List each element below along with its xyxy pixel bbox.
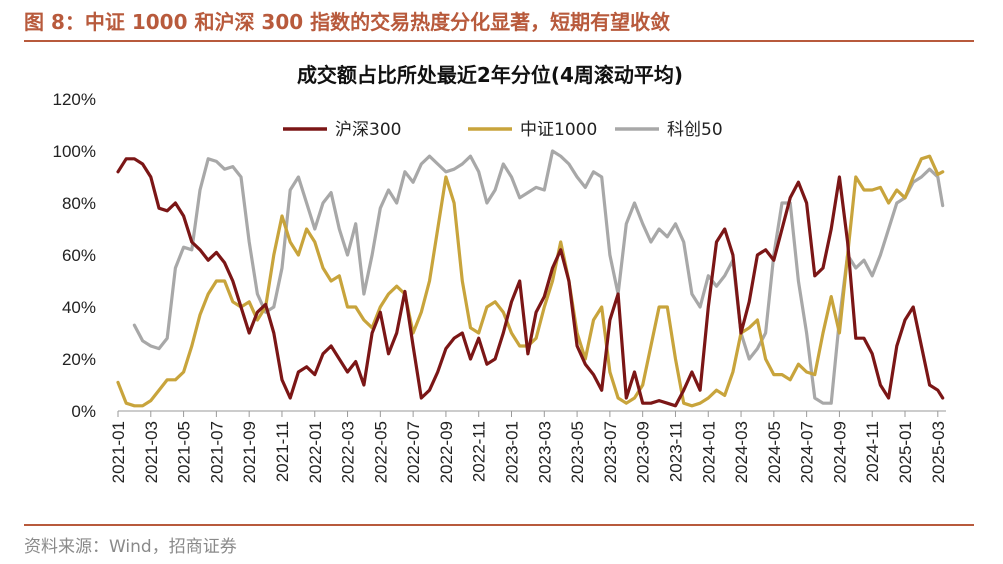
- x-tick-label: 2022-03: [339, 421, 358, 483]
- y-axis: 0% 20% 40% 60% 80% 100% 120%: [53, 90, 96, 421]
- x-tick-label: 2024-03: [732, 421, 751, 483]
- figure-title: 图 8：中证 1000 和沪深 300 指数的交易热度分化显著，短期有望收敛: [24, 10, 671, 34]
- y-tick-label: 60%: [62, 246, 96, 265]
- legend-item-hs300: 沪深300: [283, 120, 401, 140]
- y-tick-label: 40%: [62, 298, 96, 317]
- x-tick-label: 2024-09: [830, 421, 849, 483]
- x-tick-label: 2023-09: [634, 421, 653, 483]
- x-tick-label: 2025-01: [896, 421, 915, 483]
- chart: 成交额占比所处最近2年分位(4周滚动平均) 0% 20% 40% 60% 80% 100%…: [53, 63, 948, 483]
- x-tick-label: 2023-05: [568, 421, 587, 483]
- legend-label: 科创50: [667, 120, 723, 140]
- x-tick-label: 2021-01: [109, 421, 128, 483]
- x-tick-label: 2022-01: [306, 421, 325, 483]
- x-tick-label: 2021-11: [273, 421, 292, 482]
- legend-label: 中证1000: [520, 120, 597, 140]
- y-tick-label: 0%: [71, 402, 96, 421]
- x-tick-label: 2024-05: [765, 421, 784, 483]
- source-note: 资料来源：Wind，招商证券: [24, 537, 237, 557]
- x-tick-label: 2022-09: [437, 421, 456, 483]
- x-tick-label: 2022-05: [371, 421, 390, 483]
- x-tick-label: 2023-11: [666, 421, 685, 482]
- legend-item-zz1000: 中证1000: [468, 120, 597, 140]
- legend: 沪深300 中证1000 科创50: [283, 120, 723, 140]
- series-line-kc50: [132, 149, 945, 405]
- source-rule: [24, 524, 974, 526]
- x-tick-label: 2021-07: [207, 421, 226, 483]
- x-tick-label: 2024-01: [699, 421, 718, 483]
- x-tick-label: 2023-03: [535, 421, 554, 483]
- x-tick-label: 2024-11: [863, 421, 882, 482]
- x-tick-label: 2023-07: [601, 421, 620, 483]
- chart-title: 成交额占比所处最近2年分位(4周滚动平均): [297, 63, 683, 87]
- series-layer: [116, 149, 945, 408]
- x-tick-label: 2023-01: [503, 421, 522, 483]
- x-tick-label: 2021-05: [175, 421, 194, 483]
- x-axis: 2021-01 2021-03 2021-05 2021-07 2021-09 2021-…: [109, 410, 948, 483]
- legend-label: 沪深300: [335, 120, 401, 140]
- x-tick-label: 2021-03: [142, 421, 161, 483]
- x-tick-label: 2022-11: [470, 421, 489, 482]
- legend-item-kc50: 科创50: [615, 120, 723, 140]
- x-tick-label: 2025-03: [929, 421, 948, 483]
- x-tick-label: 2021-09: [240, 421, 259, 483]
- title-rule: [24, 40, 974, 42]
- x-tick-label: 2022-07: [404, 421, 423, 483]
- y-tick-label: 80%: [62, 194, 96, 213]
- y-tick-label: 120%: [53, 90, 96, 109]
- series-line-hs300: [116, 157, 945, 408]
- y-tick-label: 100%: [53, 142, 96, 161]
- x-tick-label: 2024-07: [798, 421, 817, 483]
- y-tick-label: 20%: [62, 350, 96, 369]
